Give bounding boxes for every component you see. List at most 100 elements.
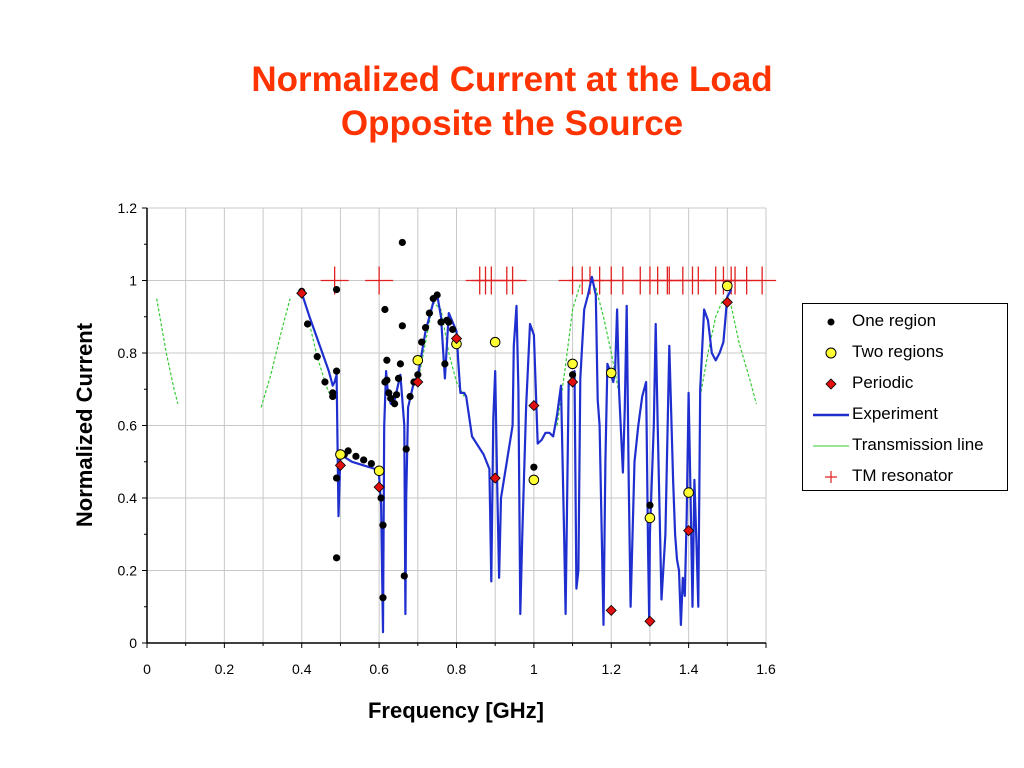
one-region-point [385, 389, 393, 397]
one-region-point [396, 360, 405, 368]
y-tick-label: 0 [129, 635, 137, 651]
one-region-point [394, 374, 403, 382]
y-tick-label: 0.2 [118, 563, 138, 579]
periodic-point [528, 399, 540, 412]
y-tick-label: 1 [129, 273, 137, 289]
tm-resonator-marker [498, 266, 527, 295]
two-regions-point [373, 465, 385, 477]
transmission-line-segment [308, 323, 330, 394]
one-region-point [449, 325, 457, 334]
one-region-point [437, 318, 445, 326]
legend-item-two-regions: Two regions [803, 340, 1007, 366]
transmission-line-segment [260, 298, 291, 408]
legend-symbol-experiment [813, 413, 849, 417]
one-region-point [441, 360, 449, 368]
y-tick-label: 0.6 [118, 418, 138, 434]
one-region-point [392, 391, 401, 399]
one-region-point [303, 320, 312, 328]
y-tick-label: 0.8 [118, 345, 138, 361]
chart-ticks: 0 0.2 0.4 0.6 0.8 1 1.2 1.4 1.6 0 0.2 0.4 0.6 0.8 1 1.2 [118, 200, 776, 677]
two-regions-point [605, 367, 617, 379]
tm-resonator-marker [748, 266, 777, 295]
one-region-point [445, 318, 453, 326]
one-region-point [321, 378, 329, 386]
legend-symbol-transmission-line [813, 445, 849, 447]
legend-symbol-two-regions [825, 347, 837, 359]
one-region-point [383, 376, 391, 384]
legend-item-experiment: Experiment [803, 402, 1007, 428]
chart-title-line2: Opposite the Source [340, 104, 684, 143]
one-region-point [332, 474, 341, 482]
two-regions-point [528, 474, 540, 486]
legend-symbol-periodic [825, 378, 837, 390]
one-region-point [344, 447, 352, 455]
one-region-point [360, 456, 368, 464]
one-region-point [383, 356, 391, 364]
one-region-point [377, 494, 385, 502]
chart-series [156, 238, 777, 634]
one-region-point [329, 389, 337, 397]
legend-label-one-region: One region [852, 311, 937, 330]
legend-label-periodic: Periodic [852, 373, 914, 392]
periodic-point [450, 332, 463, 345]
one-region-point [352, 452, 360, 460]
transmission-line-segment [156, 298, 179, 404]
x-tick-label: 1.6 [756, 661, 776, 677]
one-region-point [398, 238, 406, 247]
two-regions-point [412, 354, 424, 366]
one-region-point [400, 572, 408, 580]
chart-grid [146, 207, 767, 644]
one-region-point [387, 394, 395, 402]
one-region-point [414, 371, 422, 379]
chart-legend: One region Two regions Periodic Experime… [802, 303, 1008, 491]
two-regions-point [683, 487, 694, 498]
one-region-point [425, 309, 434, 317]
periodic-point [683, 525, 695, 537]
one-region-point [332, 554, 341, 562]
periodic-point [334, 459, 347, 471]
y-tick-label: 1.2 [118, 200, 138, 216]
periodic-point [566, 376, 579, 388]
one-region-point [530, 463, 538, 471]
transmission-line-segment [699, 298, 724, 397]
one-region-point [568, 371, 577, 379]
periodic-point [296, 287, 308, 299]
two-regions-point [489, 336, 501, 348]
legend-label-experiment: Experiment [852, 404, 938, 423]
one-region-point [379, 594, 387, 602]
legend-symbol-tm-resonator [825, 471, 837, 483]
x-tick-label: 0 [143, 661, 151, 677]
one-region-point [313, 353, 321, 361]
periodic-point [373, 481, 385, 493]
one-region-point [433, 291, 441, 299]
one-region-point [402, 445, 410, 453]
legend-item-one-region: One region [803, 309, 1007, 335]
x-tick-label: 1 [530, 661, 538, 677]
one-region-point [381, 305, 389, 314]
legend-label-transmission-line: Transmission line [852, 435, 984, 454]
periodic-point [412, 376, 424, 388]
legend-label-two-regions: Two regions [852, 342, 944, 361]
x-tick-label: 0.6 [369, 661, 389, 677]
tm-resonator-marker [365, 266, 394, 295]
one-region-point [391, 400, 399, 408]
periodic-point [605, 604, 617, 616]
y-tick-label: 0.4 [118, 490, 138, 506]
periodic-point [721, 296, 733, 308]
x-tick-label: 1.4 [679, 661, 699, 677]
periodic-point [489, 472, 501, 484]
one-region-point [421, 324, 430, 332]
transmission-line-segment [417, 301, 465, 397]
two-regions-point [335, 449, 346, 460]
two-regions-point [567, 358, 578, 370]
one-region-point [332, 285, 341, 294]
one-region-point [379, 521, 387, 529]
legend-label-tm-resonator: TM resonator [852, 466, 954, 485]
two-regions-point [644, 512, 656, 524]
experiment-line [300, 275, 733, 634]
one-region-point [398, 322, 406, 330]
x-tick-label: 1.2 [602, 661, 622, 677]
one-region-point [332, 367, 341, 375]
one-region-point [646, 501, 654, 509]
